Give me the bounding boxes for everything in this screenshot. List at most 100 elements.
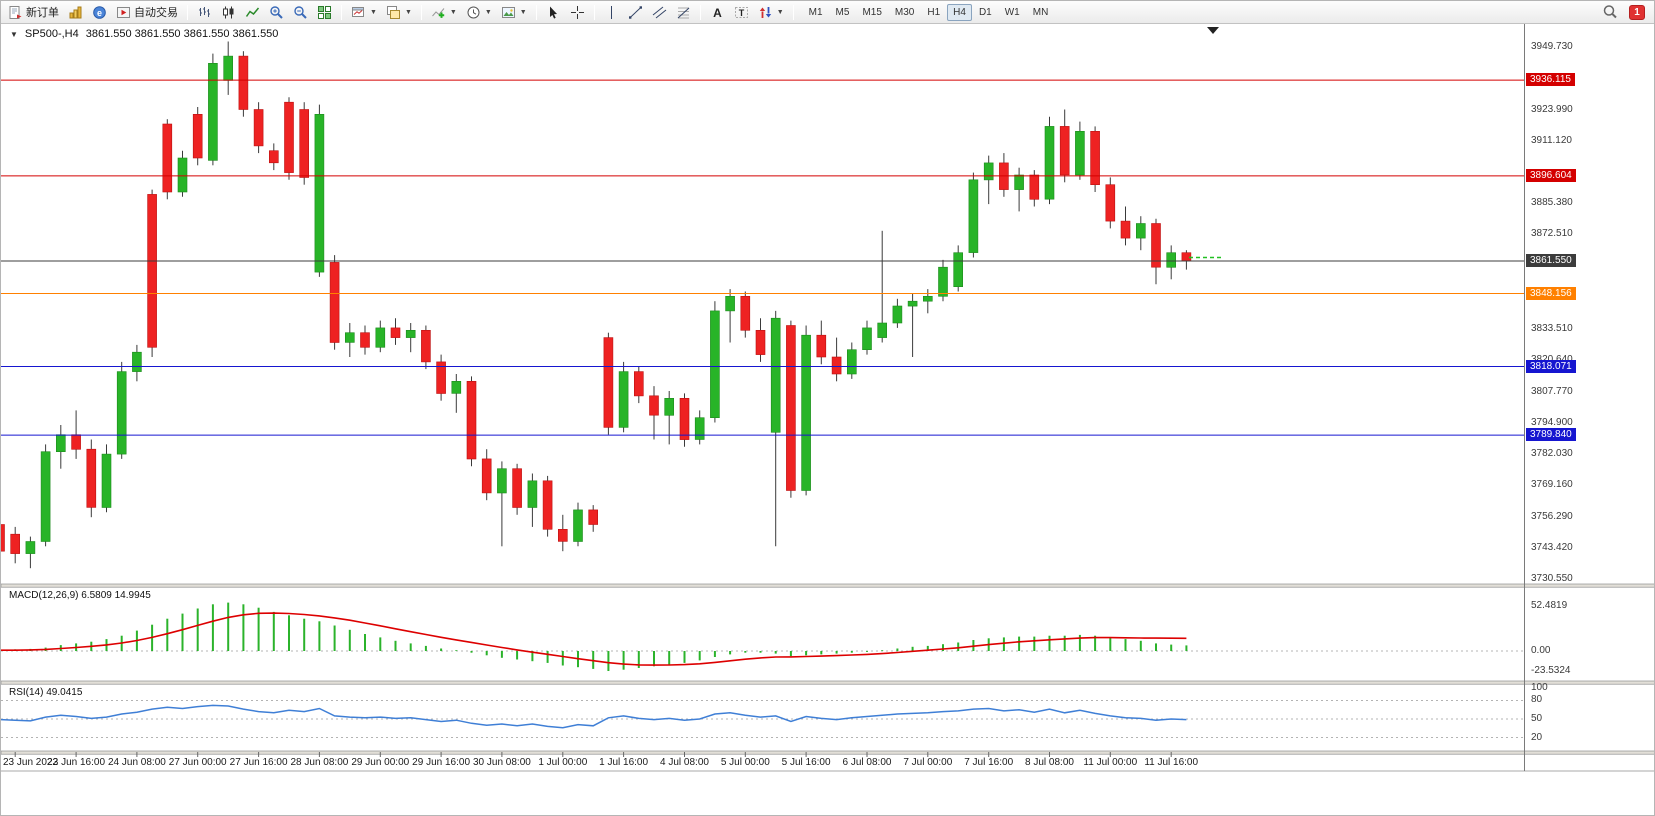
svg-text:5 Jul 00:00: 5 Jul 00:00 [721,757,770,768]
arrows-icon [759,6,771,18]
timeframe-group: M1 M5 M15 M30 H1 H4 D1 W1 MN [803,3,1055,21]
price-axis-tick: 3743.420 [1531,541,1573,553]
auto-trading-label: 自动交易 [134,7,178,19]
timeframe-h1-button[interactable]: H1 [921,4,946,21]
price-badge: 3848.156 [1526,286,1576,300]
trendline-icon [628,5,642,19]
chevron-down-icon: ▼ [404,8,412,16]
profiles-button[interactable]: ▼ [382,3,416,22]
timeframe-m5-button[interactable]: M5 [830,4,856,21]
equidistant-channel-button[interactable] [648,3,671,22]
price-axis-tick: 3730.550 [1531,573,1573,584]
tile-windows-button[interactable] [313,3,336,22]
timeframe-h4-button[interactable]: H4 [947,3,972,21]
cursor-button[interactable] [542,3,565,22]
text-button[interactable]: A [706,3,729,22]
svg-text:5 Jul 16:00: 5 Jul 16:00 [782,757,831,768]
text-label-button[interactable]: T [730,3,753,22]
chevron-down-icon: ▼ [449,8,457,16]
rsi-panel-region[interactable] [1,684,1524,751]
zoom-in-button[interactable] [265,3,288,22]
price-axis-tick: 3911.120 [1531,134,1572,146]
vertical-line-button[interactable] [600,3,623,22]
toolbar-separator [593,4,595,20]
line-chart-button[interactable] [241,3,264,22]
macd-axis-tick: -23.5324 [1531,665,1571,676]
price-badge: 3861.550 [1526,254,1576,267]
toolbar-separator [420,4,422,20]
toolbar-separator [341,4,342,20]
metaeditor-button[interactable]: e [88,3,111,22]
new-order-button[interactable]: 新订单 [4,3,63,22]
toolbar-separator [535,4,537,20]
svg-text:1 Jul 00:00: 1 Jul 00:00 [538,757,587,768]
svg-text:11 Jul 16:00: 11 Jul 16:00 [1144,757,1198,768]
zoom-out-button[interactable] [289,3,312,22]
fibonacci-button[interactable] [672,3,695,22]
profiles-icon [386,5,400,19]
chevron-down-icon: ▼ [370,8,377,16]
vertical-line-icon [610,5,612,19]
candlestick-chart-button[interactable] [217,3,240,22]
notifications-badge[interactable]: 1 [1629,4,1645,20]
bar-chart-button[interactable] [193,3,216,22]
toolbar-right-tools: 1 [1598,3,1653,22]
svg-text:e: e [97,7,102,17]
ohlc-toggle-icon[interactable]: ▼ [10,29,18,39]
chart-symbol-info: ▼ SP500-,H4 3861.550 3861.550 3861.550 3… [10,28,278,40]
chevron-down-icon: ▼ [776,8,784,16]
new-order-label: 新订单 [26,7,59,19]
timeframe-w1-button[interactable]: W1 [999,4,1026,21]
rsi-axis-tick: 80 [1531,694,1543,706]
svg-text:1 Jul 16:00: 1 Jul 16:00 [599,757,648,768]
time-axis[interactable] [1,752,1524,771]
ohlc-values: 3861.550 3861.550 3861.550 3861.550 [85,28,279,40]
market-depth-icon [69,6,82,18]
macd-label: MACD(12,26,9) 6.5809 14.9945 [9,590,151,601]
svg-text:23 Jun 2022: 23 Jun 2022 [3,757,58,768]
arrows-button[interactable]: ▼ [754,3,788,22]
svg-text:T: T [738,8,744,18]
timeframe-m1-button[interactable]: M1 [803,4,829,21]
rsi-axis-tick: 20 [1531,731,1543,743]
toolbar-separator [792,4,794,20]
indicators-button[interactable]: ▼ [427,3,461,22]
price-badge: 3896.604 [1526,168,1576,182]
macd-axis-tick: 0.00 [1531,645,1551,656]
svg-text:24 Jun 08:00: 24 Jun 08:00 [108,757,166,768]
crosshair-button[interactable] [566,3,589,22]
new-chart-button[interactable]: ▼ [347,3,381,22]
timeframe-m15-button[interactable]: M15 [856,4,887,21]
macd-title: MACD(12,26,9) [9,590,79,601]
price-badge: 3936.115 [1526,73,1575,87]
main-chart-region[interactable] [1,25,1524,584]
auto-trading-icon [117,6,130,18]
zoom-in-icon [270,5,283,19]
price-axis-tick: 3807.770 [1531,385,1573,397]
price-axis-tick: 3769.160 [1531,479,1573,491]
search-button[interactable] [1598,3,1622,22]
templates-button[interactable]: ▼ [497,3,531,22]
price-axis-tick: 3923.990 [1531,103,1573,115]
trendline-button[interactable] [624,3,647,22]
metaeditor-icon: e [93,5,106,19]
price-axis[interactable]: 3949.730 3923.990 3911.120 3885.380 3872.510… [1524,24,1654,771]
rsi-axis-tick: 50 [1531,713,1543,724]
tile-windows-icon [318,5,331,19]
timeframe-mn-button[interactable]: MN [1027,4,1055,21]
periods-button[interactable]: ▼ [462,3,496,22]
rsi-value: 49.0415 [46,687,83,698]
timeframe-d1-button[interactable]: D1 [973,4,998,21]
timeframe-m30-button[interactable]: M30 [889,4,920,21]
svg-text:27 Jun 00:00: 27 Jun 00:00 [169,757,227,768]
zoom-out-icon [294,5,307,19]
svg-text:4 Jul 08:00: 4 Jul 08:00 [660,757,709,768]
text-label-icon: T [734,6,748,18]
market-depth-button[interactable] [64,3,87,22]
svg-text:6 Jul 08:00: 6 Jul 08:00 [843,757,892,768]
search-icon [1603,5,1617,19]
macd-panel-region[interactable] [1,587,1524,681]
auto-trading-button[interactable]: 自动交易 [112,3,182,22]
